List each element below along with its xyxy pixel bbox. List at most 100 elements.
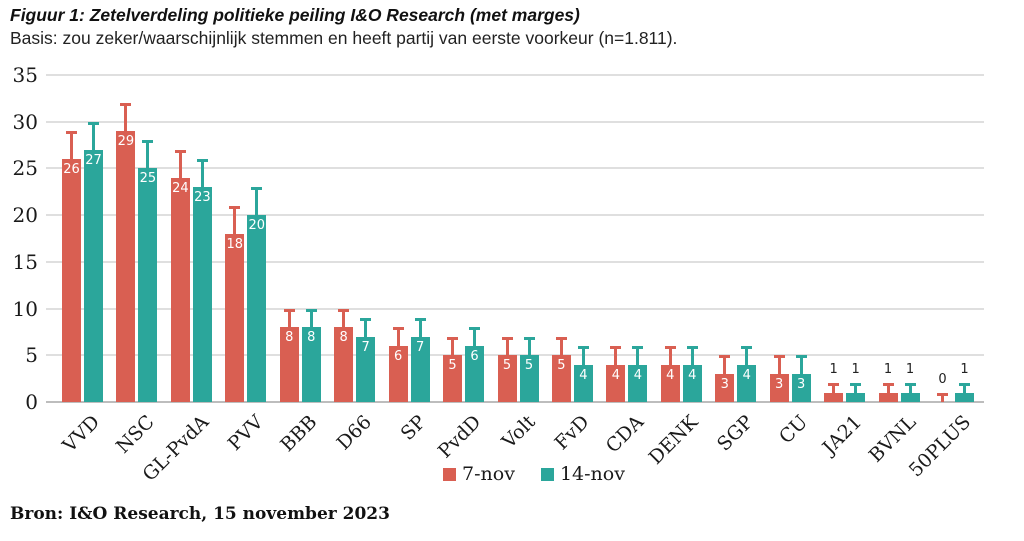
error-bar-cap — [664, 345, 676, 349]
legend-item: 7-nov — [443, 463, 515, 485]
x-tick-label: SP — [396, 411, 431, 445]
bar-value-label: 7 — [361, 339, 370, 355]
error-bar-stem — [396, 327, 400, 349]
error-bar-stem — [70, 131, 73, 163]
legend: 7-nov 14-nov — [0, 463, 1024, 485]
error-bar-stem — [505, 336, 509, 359]
error-bar-cap — [828, 383, 840, 387]
bar-value-label: 20 — [248, 218, 266, 234]
x-tick-label: BBB — [276, 411, 322, 457]
error-bar-cap — [414, 317, 426, 321]
bar-value-label: 4 — [688, 367, 697, 383]
bar-value-label: 29 — [117, 134, 135, 150]
bar-7-nov — [715, 373, 735, 402]
bar-value-label: 25 — [139, 171, 157, 187]
legend-swatch — [540, 467, 554, 481]
bar-value-label: 3 — [720, 376, 729, 392]
y-axis: 0 5 10 15 20 25 30 35 — [0, 63, 38, 414]
error-bar-cap — [610, 345, 622, 349]
error-bar-stem — [364, 317, 368, 340]
bar-7-nov — [769, 373, 789, 402]
gridline — [46, 74, 984, 76]
error-bar-stem — [473, 327, 477, 349]
error-bar-cap — [686, 345, 698, 349]
error-bar-stem — [854, 383, 858, 396]
bar-14-nov — [737, 364, 757, 402]
error-bar-stem — [963, 383, 966, 396]
bar-value-label: 1 — [960, 362, 969, 378]
chart-title: Figuur 1: Zetelverdeling politieke peili… — [10, 5, 580, 25]
y-tick-label: 0 — [25, 390, 38, 414]
gridline — [46, 214, 984, 217]
bar-7-nov — [170, 177, 190, 402]
bar-14-nov — [791, 373, 811, 402]
x-tick-label: JA21 — [818, 411, 867, 459]
error-bar-stem — [668, 345, 672, 368]
bar-value-label: 1 — [905, 362, 915, 378]
bar-group: 29 25 — [116, 75, 158, 402]
error-bar-stem — [777, 355, 781, 377]
error-bar-cap — [555, 336, 567, 340]
bar-7-nov — [824, 392, 844, 402]
error-bar-cap — [66, 131, 77, 135]
bar-14-nov — [955, 392, 974, 402]
bar-7-nov — [62, 159, 81, 402]
y-tick-label: 10 — [12, 296, 38, 321]
error-bar-cap — [338, 308, 350, 312]
x-tick-label: DENK — [644, 411, 703, 469]
bar-14-nov — [628, 364, 648, 402]
error-bar-cap — [577, 345, 589, 349]
error-bar-stem — [255, 187, 259, 219]
error-bar-stem — [287, 308, 291, 331]
error-bar-stem — [559, 336, 563, 359]
error-bar-stem — [908, 383, 912, 396]
bar-14-nov — [573, 364, 593, 402]
bar-14-nov — [682, 364, 702, 402]
error-bar-cap — [120, 103, 132, 107]
x-tick-label: SGP — [712, 411, 758, 456]
error-bar-stem — [636, 345, 640, 368]
bar-14-nov — [900, 392, 920, 402]
plot-area: 26 27 VVD 29 25 NSC 24 23 GL-PvdA 18 20 PVV 8 8 BBB 8 7 D… — [46, 74, 984, 486]
error-bar-stem — [146, 140, 150, 172]
legend-label: 7-nov — [462, 463, 515, 485]
bar-7-nov — [334, 327, 354, 402]
error-bar-cap — [88, 121, 99, 125]
error-bar-stem — [233, 205, 237, 237]
bar-14-nov — [247, 215, 267, 402]
bar-value-label: 1 — [851, 362, 860, 378]
x-tick-label: Volt — [497, 411, 540, 453]
error-bar-cap — [174, 149, 186, 153]
bar-14-nov — [138, 168, 158, 402]
error-bar-stem — [178, 149, 182, 181]
error-bar-stem — [342, 308, 346, 331]
bar-value-label: 5 — [448, 358, 457, 374]
bar-7-nov — [225, 233, 245, 402]
error-bar-cap — [795, 355, 807, 359]
legend-label: 14-nov — [559, 463, 625, 485]
error-bar-stem — [690, 345, 694, 368]
legend-swatch — [443, 467, 457, 481]
x-tick-label: D66 — [332, 411, 377, 455]
bar-value-label: 1 — [829, 362, 838, 378]
y-tick-label: 5 — [25, 343, 38, 368]
y-tick-label: 30 — [12, 109, 38, 134]
bar-7-nov — [606, 364, 626, 402]
error-bar-stem — [309, 308, 313, 331]
error-bar-cap — [882, 383, 894, 387]
error-bar-cap — [392, 327, 404, 331]
bar-value-label: 5 — [524, 358, 534, 374]
x-tick-label: CDA — [602, 411, 649, 458]
y-tick-label: 20 — [12, 203, 38, 228]
error-bar-cap — [937, 392, 948, 396]
y-tick-label: 25 — [12, 156, 38, 181]
bar-14-nov — [356, 336, 376, 402]
